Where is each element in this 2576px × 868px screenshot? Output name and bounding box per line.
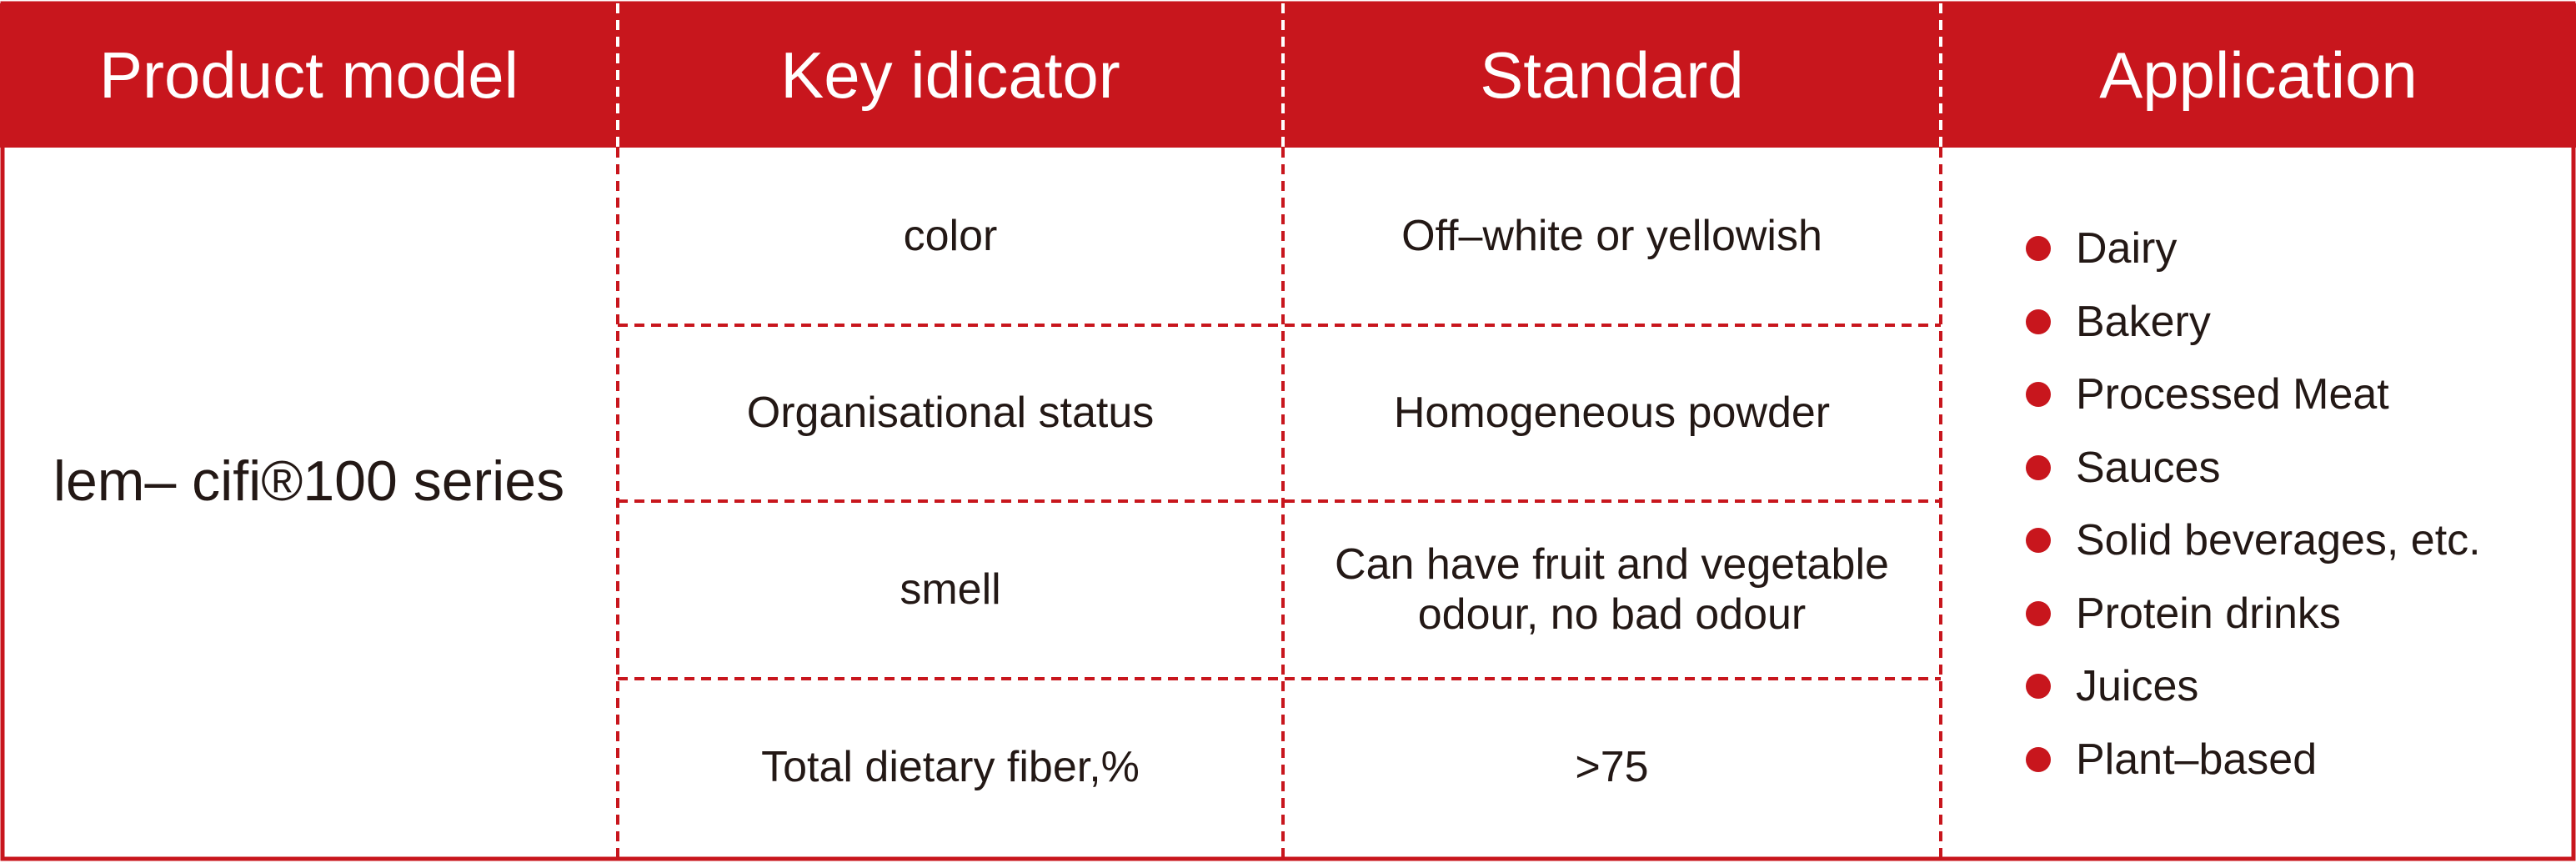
application-item: Sauces bbox=[2076, 443, 2221, 492]
header-cell: Application bbox=[2099, 38, 2418, 112]
product-model: lem– cifi®100 series bbox=[53, 449, 565, 513]
indicator-cell: Organisational status bbox=[746, 388, 1155, 437]
application-item: Plant–based bbox=[2076, 735, 2318, 784]
application-item: Dairy bbox=[2076, 224, 2178, 273]
application-item: Juices bbox=[2076, 662, 2199, 710]
indicator-cell: color bbox=[903, 211, 998, 260]
header-cell: Standard bbox=[1480, 38, 1744, 112]
bullet bbox=[2026, 382, 2051, 407]
header-cell: Product model bbox=[99, 38, 519, 112]
standard-cell: Homogeneous powder bbox=[1393, 388, 1831, 437]
application-item: Protein drinks bbox=[2076, 589, 2341, 638]
bullet bbox=[2026, 674, 2051, 699]
application-item: Processed Meat bbox=[2076, 370, 2389, 419]
bullet bbox=[2026, 454, 2051, 480]
indicator-cell: smell bbox=[900, 564, 1001, 614]
application-item: Bakery bbox=[2076, 297, 2211, 346]
application-item: Solid beverages, etc. bbox=[2076, 516, 2481, 564]
bullet bbox=[2026, 600, 2051, 626]
bullet bbox=[2026, 528, 2051, 553]
bullet bbox=[2026, 236, 2051, 261]
standard-cell: >75 bbox=[1575, 743, 1649, 792]
header-cell: Key idicator bbox=[780, 38, 1120, 112]
bullet bbox=[2026, 746, 2051, 772]
header-bg bbox=[0, 3, 2576, 148]
standard-cell: Can have fruit and vegetable odour, no b… bbox=[1335, 539, 1889, 639]
indicator-cell: Total dietary fiber,% bbox=[761, 743, 1140, 792]
bullet bbox=[2026, 309, 2051, 334]
standard-cell: Off–white or yellowish bbox=[1401, 211, 1822, 260]
